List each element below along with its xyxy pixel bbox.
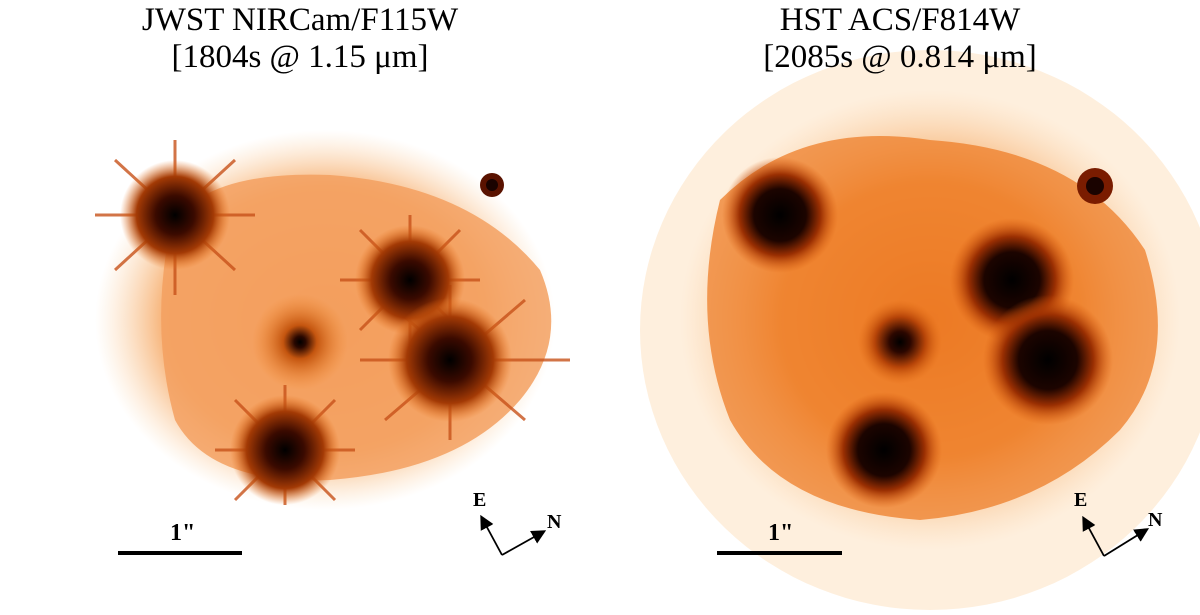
star-e [983, 295, 1113, 425]
east-arrow-icon [1082, 515, 1105, 557]
north-arrow-icon [1103, 528, 1150, 557]
star-nw [722, 157, 838, 273]
star-s [230, 395, 340, 505]
north-arrow-icon [501, 530, 547, 556]
hst-scale-bar [717, 551, 842, 555]
hst-title: HST ACS/F814W [2085s @ 0.814 μm] [600, 2, 1200, 76]
hst-scale-label: 1" [768, 520, 794, 546]
star-nw [120, 160, 230, 270]
jwst-panel: JWST NIRCam/F115W [1804s @ 1.15 μm] 1" E… [0, 2, 600, 556]
hst-panel: HST ACS/F814W [2085s @ 0.814 μm] 1" E N [600, 0, 1200, 615]
jwst-image [95, 130, 570, 510]
hst-image [640, 50, 1200, 610]
north-label: N [1148, 509, 1163, 531]
jwst-scale-label: 1" [170, 520, 196, 546]
lens-galaxy [252, 294, 348, 390]
hst-compass: E N [1074, 489, 1163, 557]
hst-title-line2: [2085s @ 0.814 μm] [763, 39, 1037, 75]
east-label: E [473, 489, 486, 511]
north-label: N [547, 511, 562, 533]
hst-title-line1: HST ACS/F814W [779, 2, 1021, 38]
star-s [826, 392, 942, 508]
jwst-title: JWST NIRCam/F115W [1804s @ 1.15 μm] [0, 2, 600, 76]
jwst-title-line2: [1804s @ 1.15 μm] [171, 39, 429, 75]
jwst-title-line1: JWST NIRCam/F115W [141, 2, 459, 38]
east-arrow-icon [480, 514, 503, 556]
star-e [388, 298, 512, 422]
jwst-compass: E N [473, 489, 562, 556]
jwst-scale-bar [118, 551, 242, 555]
lens-galaxy [858, 300, 942, 384]
east-label: E [1074, 489, 1087, 511]
